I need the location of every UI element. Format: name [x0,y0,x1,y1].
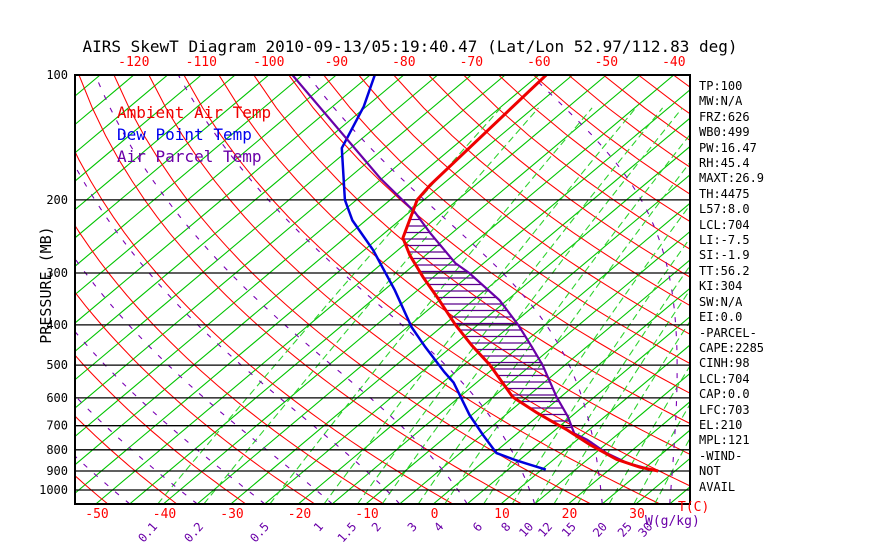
panel-item: LCL:704 [699,371,750,386]
panel-item: PW:16.47 [699,140,757,155]
tick-label: 600 [46,391,68,405]
tick-label: -40 [662,55,685,70]
panel-item: EL:210 [699,417,743,432]
panel-item: -WIND- [699,448,743,463]
tick-label: -120 [118,55,149,70]
tick-label: 15 [559,520,579,540]
tick-label: 6 [470,520,485,535]
tick-label: 10 [516,520,536,540]
tick-label: -10 [355,507,378,522]
panel-item: TT:56.2 [699,263,750,278]
tick-label: -20 [288,507,311,522]
tick-label: -100 [253,55,284,70]
tick-label: 0.1 [135,520,160,545]
tick-label: 12 [535,520,555,540]
panel-item: -PARCEL- [699,325,757,340]
panel-item: LI:-7.5 [699,233,750,248]
tick-label: 1 [311,520,326,535]
panel-item: TP:100 [699,79,743,93]
panel-item: MAXT:26.9 [699,171,765,186]
cape-hatch-area [403,212,572,429]
tick-label: 0.5 [247,520,272,545]
panel-item: CAPE:2285 [699,340,765,355]
tick-label: -30 [220,507,243,522]
tick-label: 25 [615,520,635,540]
mixing-ratio-axis-unit: W(g/kg) [645,514,700,529]
sounding-curves [291,75,659,473]
legend-dew-point: Dew Point Temp [117,125,252,144]
panel-item: WB0:499 [699,125,750,140]
temp-axis-unit: T(C) [678,500,710,515]
panel-item: KI:304 [699,279,743,294]
tick-label: 10 [494,507,510,522]
tick-label: 20 [590,520,610,540]
tick-label: 20 [562,507,578,522]
tick-label: -40 [153,507,176,522]
panel-item: RH:45.4 [699,156,750,171]
tick-label: 200 [46,193,68,207]
legend-ambient-temp: Ambient Air Temp [117,103,272,122]
tick-label: -60 [527,55,550,70]
tick-label: 100 [46,68,68,82]
tick-label: 4 [431,520,446,535]
dew-point-curve [340,75,547,471]
panel-item: SI:-1.9 [699,248,750,263]
panel-item: AVAIL [699,479,736,494]
tick-label: 1000 [39,483,68,497]
tick-label: 1.5 [335,520,360,545]
sounding-indices-panel: TP:100 MW:N/A FRZ:626 WB0:499 PW:16.47 RH:45.… [699,79,867,495]
tick-label: 900 [46,464,68,478]
panel-item: SW:N/A [699,294,743,309]
tick-label: 500 [46,358,68,372]
tick-label: -70 [460,55,483,70]
panel-item: LCL:704 [699,217,750,232]
panel-item: TH:4475 [699,186,750,201]
tick-label: -50 [595,55,618,70]
tick-label: 3 [405,520,420,535]
panel-item: CAP:0.0 [699,387,750,402]
tick-label: 0.2 [181,520,206,545]
tick-label: -110 [186,55,217,70]
panel-item: EI:0.0 [699,310,743,325]
plot-frame [74,74,691,505]
panel-item: FRZ:626 [699,109,750,124]
chart-title: AIRS SkewT Diagram 2010-09-13/05:19:40.4… [82,37,738,56]
panel-item: LFC:703 [699,402,750,417]
tick-label: -80 [392,55,415,70]
tick-label: 0 [431,507,439,522]
tick-label: 700 [46,419,68,433]
pressure-axis-title: PRESSURE (MB) [37,226,55,344]
ambient-temp-curve [401,75,659,473]
panel-item: MW:N/A [699,94,743,109]
panel-item: NOT [699,464,721,479]
tick-label: 400 [46,318,68,332]
panel-item: MPL:121 [699,433,750,448]
tick-label: -50 [85,507,108,522]
tick-label: 800 [46,443,68,457]
tick-label: 300 [46,266,68,280]
panel-item: L57:8.0 [699,202,750,217]
tick-label: 30 [629,507,645,522]
tick-label: -90 [325,55,348,70]
panel-item: CINH:98 [699,356,750,371]
legend-air-parcel: Air Parcel Temp [117,147,262,166]
